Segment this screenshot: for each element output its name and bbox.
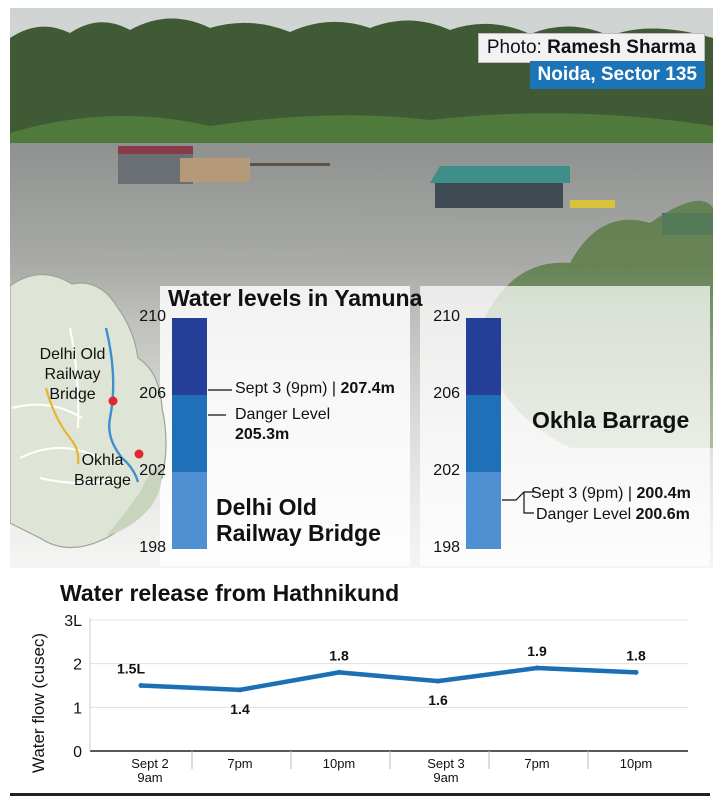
okhla-ytick: 202 xyxy=(433,462,460,479)
flow-ytick: 2 xyxy=(73,657,82,674)
water-level-panel: Delhi Old Railway Bridge Okhla Barrage W… xyxy=(10,268,710,568)
map-label-line: Okhla xyxy=(81,452,124,469)
water-release-chart: Water release from Hathnikund Water flow… xyxy=(10,568,710,796)
flow-point xyxy=(336,669,342,675)
flow-point xyxy=(435,678,441,684)
flow-point xyxy=(633,669,639,675)
okhla-current-label: Sept 3 (9pm) | xyxy=(531,485,637,502)
flow-point xyxy=(534,665,540,671)
photo-credit-label: Photo: xyxy=(486,37,548,58)
levels-title: Water levels in Yamuna xyxy=(168,285,423,311)
map-label-line: Railway xyxy=(44,366,101,383)
delhi-danger-value: 205.3m xyxy=(235,426,290,443)
delhi-current-value: 207.4m xyxy=(340,380,395,397)
delhi-ytick: 202 xyxy=(139,462,166,479)
delhi-level-band xyxy=(172,472,207,549)
flow-data-label: 1.9 xyxy=(527,643,547,659)
map-label-okhla: Okhla Barrage xyxy=(70,451,135,491)
delhi-current-label: Sept 3 (9pm) | xyxy=(235,380,341,397)
map-label-delhi: Delhi Old Railway Bridge xyxy=(35,345,110,405)
flow-grid xyxy=(89,618,688,752)
okhla-annotation-leaders xyxy=(502,491,534,514)
delhi-danger-label: Danger Level xyxy=(235,406,331,423)
flow-xtick-label: Sept 3 xyxy=(427,756,465,771)
map-label-line: Delhi Old xyxy=(39,346,106,363)
water-release-plot: Water release from Hathnikund Water flow… xyxy=(29,580,688,785)
flow-ytick: 1 xyxy=(73,700,82,717)
flow-point xyxy=(138,683,144,688)
flow-data-label: 1.6 xyxy=(428,692,448,708)
delhi-current-annotation: Sept 3 (9pm) | 207.4m xyxy=(235,380,395,398)
okhla-station-name: Okhla Barrage xyxy=(532,407,690,433)
delhi-map xyxy=(10,273,167,549)
okhla-danger-annotation: Danger Level 200.6m xyxy=(536,506,690,524)
okhla-barrage-marker xyxy=(134,449,144,459)
flow-xtick-sublabel: 9am xyxy=(137,770,162,785)
delhi-level-band xyxy=(172,395,207,472)
bottom-rule xyxy=(10,793,710,796)
okhla-ytick: 210 xyxy=(433,308,460,325)
okhla-level-band xyxy=(466,472,501,549)
flow-data-label: 1.8 xyxy=(626,647,646,663)
flow-ytick: 3L xyxy=(64,613,82,630)
station-name-line: Railway Bridge xyxy=(216,520,381,546)
okhla-danger-label: Danger Level xyxy=(536,506,636,523)
flow-data-label: 1.5L xyxy=(117,661,145,677)
flow-xtick-label: 7pm xyxy=(227,756,252,771)
flow-title: Water release from Hathnikund xyxy=(60,580,399,606)
okhla-ytick: 198 xyxy=(433,539,460,556)
photo-credit-name: Ramesh Sharma xyxy=(547,37,696,58)
flow-series-line xyxy=(140,665,637,693)
delhi-level-band xyxy=(172,318,207,395)
delhi-annotation-leaders xyxy=(208,389,232,416)
delhi-ytick: 210 xyxy=(139,308,166,325)
map-label-line: Bridge xyxy=(49,386,96,403)
okhla-level-band xyxy=(466,318,501,395)
okhla-current-value: 200.4m xyxy=(636,485,691,502)
photo-location: Noida, Sector 135 xyxy=(529,61,705,89)
okhla-current-annotation: Sept 3 (9pm) | 200.4m xyxy=(531,485,691,503)
delhi-station-name: Delhi Old Railway Bridge xyxy=(216,494,381,546)
flow-xtick-sublabel: 9am xyxy=(433,770,458,785)
flow-ytick: 0 xyxy=(73,744,82,761)
flow-yticks: 3L 2 1 0 xyxy=(64,613,82,761)
flow-ylabel: Water flow (cusec) xyxy=(29,633,48,773)
map-label-line: Barrage xyxy=(74,472,131,489)
delhi-ytick: 198 xyxy=(139,539,166,556)
photo-credit: Photo: Ramesh Sharma xyxy=(477,33,705,63)
okhla-danger-value: 200.6m xyxy=(635,506,690,523)
flow-data-label: 1.4 xyxy=(230,701,250,717)
flow-xtick-label: 10pm xyxy=(323,756,356,771)
flow-xtick-label: 10pm xyxy=(620,756,653,771)
flow-xtick-label: 7pm xyxy=(524,756,549,771)
okhla-ytick: 206 xyxy=(433,385,460,402)
flow-data-label: 1.8 xyxy=(329,647,349,663)
delhi-bridge-marker xyxy=(108,396,118,406)
flow-line-group: 1.5L 1.4 1.8 1.6 1.9 1.8 xyxy=(117,643,646,717)
okhla-level-band xyxy=(466,395,501,472)
station-name-line: Delhi Old xyxy=(216,494,317,520)
delhi-ytick: 206 xyxy=(139,385,166,402)
flow-point xyxy=(237,687,243,693)
flow-xtick-label: Sept 2 xyxy=(131,756,169,771)
